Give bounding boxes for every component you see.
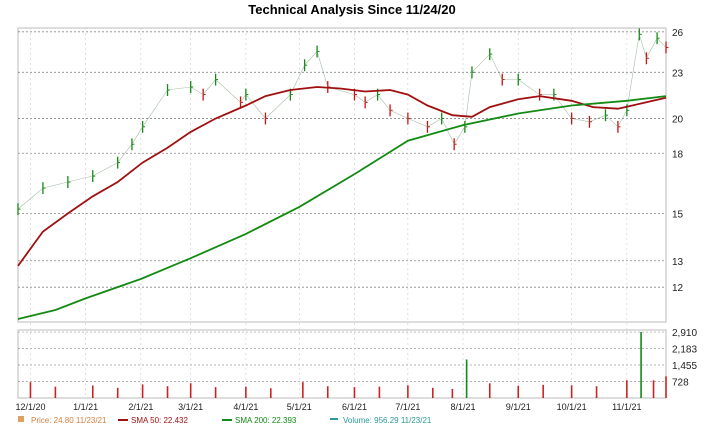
price-tick-label: 26 — [672, 28, 684, 39]
price-tick-label: 15 — [672, 209, 684, 220]
price-tick-label: 18 — [672, 149, 684, 160]
price-legend-label: Price: 24.80 11/23/21 — [31, 416, 107, 425]
price-tick-label: 23 — [672, 68, 684, 79]
x-tick-label: 3/1/21 — [178, 402, 203, 412]
x-tick-label: 10/1/21 — [557, 402, 587, 412]
sma-200-line — [17, 95, 667, 320]
x-tick-label: 12/1/20 — [15, 402, 45, 412]
sma-50-legend-label: SMA 50: 22.432 — [131, 416, 188, 425]
price-tick-label: 20 — [672, 114, 684, 125]
x-tick-label: 1/1/21 — [73, 402, 98, 412]
x-tick-label: 8/1/21 — [451, 402, 476, 412]
x-tick-label: 9/1/21 — [506, 402, 531, 412]
x-tick-label: 11/1/21 — [612, 402, 641, 412]
legend: Price: 24.80 11/23/21 SMA 50: 22.432 SMA 2… — [18, 416, 432, 425]
series-lines — [17, 28, 669, 320]
volume-panel-frame — [17, 329, 667, 399]
x-tick-label: 6/1/21 — [342, 402, 367, 412]
volume-tick-label: 728 — [672, 377, 689, 388]
price-panel-frame — [17, 27, 667, 323]
x-tick-label: 2/1/21 — [128, 402, 153, 412]
volume-legend-swatch — [330, 418, 338, 420]
volume-tick-label: 2,183 — [672, 345, 697, 356]
sma-200-legend-label: SMA 200: 22.393 — [235, 416, 297, 425]
price-tick-label: 12 — [672, 283, 684, 294]
chart-title: Technical Analysis Since 11/24/20 — [248, 2, 455, 17]
axes: 26 23 20 18 15 13 12 2,910 2,183 1,455 728 12/1/20 1… — [15, 28, 697, 412]
price-line — [17, 34, 667, 210]
grid — [17, 27, 667, 399]
price-tick-label: 13 — [672, 257, 684, 268]
volume-legend-label: Volume: 956.29 11/23/21 — [343, 416, 432, 425]
price-legend-swatch — [18, 416, 24, 422]
volume-tick-label: 1,455 — [672, 361, 697, 372]
volume-bars — [29, 332, 667, 398]
volume-tick-label: 2,910 — [672, 328, 697, 339]
x-tick-label: 4/1/21 — [233, 402, 258, 412]
x-tick-label: 7/1/21 — [395, 402, 420, 412]
x-tick-label: 5/1/21 — [287, 402, 312, 412]
sma-50-line — [17, 86, 667, 267]
